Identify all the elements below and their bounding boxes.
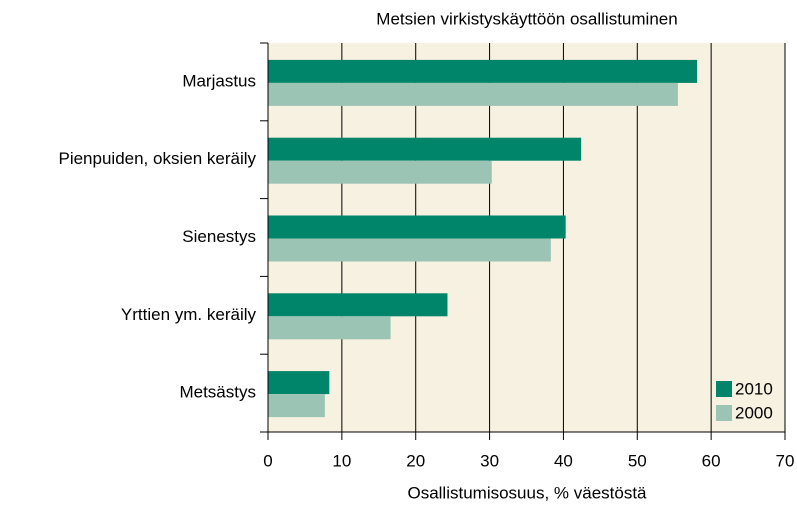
x-tick-label: 60 xyxy=(702,451,721,470)
bar xyxy=(268,238,551,262)
x-tick-label: 70 xyxy=(776,451,795,470)
x-tick-label: 10 xyxy=(332,451,351,470)
y-tick-label: Metsästys xyxy=(179,383,256,402)
y-tick-label: Marjastus xyxy=(182,71,256,90)
y-tick-label: Pienpuiden, oksien keräily xyxy=(58,149,256,168)
bar xyxy=(268,82,678,106)
x-tick-label: 40 xyxy=(554,451,573,470)
bar xyxy=(268,293,448,317)
x-tick-label: 30 xyxy=(480,451,499,470)
x-tick-label: 50 xyxy=(628,451,647,470)
chart-title: Metsien virkistyskäyttöön osallistuminen xyxy=(376,9,677,28)
legend-swatch xyxy=(716,405,732,421)
bar xyxy=(268,371,330,395)
bar xyxy=(268,215,566,239)
y-tick-label: Sienestys xyxy=(182,227,256,246)
bar xyxy=(268,137,582,161)
bar xyxy=(268,316,391,340)
legend-swatch xyxy=(716,381,732,397)
bar xyxy=(268,160,492,184)
bar xyxy=(268,394,325,418)
legend-label: 2000 xyxy=(735,403,773,422)
bar xyxy=(268,59,698,83)
x-axis-title: Osallistumisosuus, % väestöstä xyxy=(407,483,647,502)
legend-label: 2010 xyxy=(735,379,773,398)
x-tick-label: 0 xyxy=(263,451,272,470)
x-tick-label: 20 xyxy=(406,451,425,470)
y-tick-label: Yrttien ym. keräily xyxy=(121,305,257,324)
